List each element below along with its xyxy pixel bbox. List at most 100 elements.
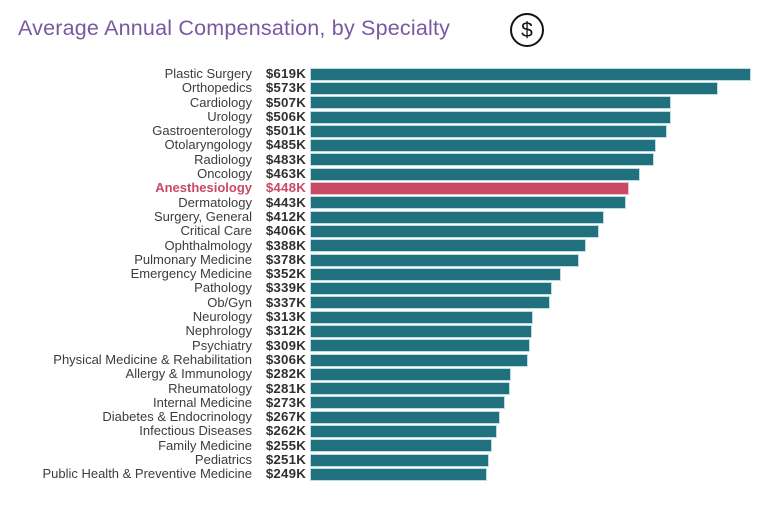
chart-row: Allergy & Immunology $282K: [2, 366, 758, 382]
category-label: Gastroenterology: [152, 123, 252, 139]
bar: [310, 410, 501, 424]
value-label: $281K: [265, 380, 306, 396]
category-label: Pathology: [194, 280, 252, 296]
category-label: Rheumatology: [168, 380, 252, 396]
value-label: $485K: [265, 137, 306, 153]
category-label: Cardiology: [189, 94, 252, 110]
chart-row: Psychiatry $309K: [2, 337, 758, 353]
value-label: $406K: [265, 223, 306, 239]
value-label: $339K: [265, 280, 306, 296]
chart-row: Ob/Gyn $337K: [2, 294, 758, 310]
chart-row: Surgery, General $412K: [2, 208, 758, 224]
value-label: $352K: [265, 266, 306, 282]
bar-chart: Plastic Surgery $619K Orthopedics $573K Card…: [2, 66, 758, 482]
category-label: Internal Medicine: [153, 394, 252, 410]
bar: [310, 310, 533, 324]
chart-row: Internal Medicine $273K: [2, 394, 758, 410]
category-label: Dermatology: [178, 194, 252, 210]
category-label: Orthopedics: [181, 80, 252, 96]
chart-row: Pulmonary Medicine $378K: [2, 251, 758, 267]
value-label: $448K: [265, 180, 306, 196]
value-label: $388K: [265, 237, 306, 253]
category-label: Neurology: [192, 309, 252, 325]
bar: [310, 110, 671, 124]
bar: [310, 439, 492, 453]
category-label: Pulmonary Medicine: [134, 251, 252, 267]
chart-row: Physical Medicine & Rehabilitation $306K: [2, 351, 758, 367]
value-label: $309K: [265, 337, 306, 353]
bar: [310, 124, 667, 138]
bar: [310, 224, 600, 238]
bar: [310, 339, 531, 353]
chart-row: Dermatology $443K: [2, 194, 758, 210]
chart-row: Rheumatology $281K: [2, 380, 758, 396]
value-label: $313K: [265, 309, 306, 325]
bar: [310, 353, 528, 367]
dollar-circle-icon: $: [510, 13, 544, 47]
bar: [310, 210, 604, 224]
category-label: Radiology: [194, 151, 252, 167]
bar: [310, 239, 587, 253]
chart-row: Oncology $463K: [2, 166, 758, 182]
chart-row: Pediatrics $251K: [2, 452, 758, 468]
category-label: Pediatrics: [194, 452, 252, 468]
value-label: $249K: [265, 466, 306, 482]
chart-row: Family Medicine $255K: [2, 437, 758, 453]
chart-row: Public Health & Preventive Medicine $249K: [2, 467, 758, 481]
bar: [310, 382, 511, 396]
bar: [310, 81, 719, 95]
chart-row: Orthopedics $573K: [2, 80, 758, 96]
value-label: $312K: [265, 323, 306, 339]
category-label: Family Medicine: [158, 437, 252, 453]
bar: [310, 139, 656, 153]
bar: [310, 167, 640, 181]
category-label: Diabetes & Endocrinology: [102, 409, 252, 425]
category-label: Allergy & Immunology: [125, 366, 252, 382]
chart-row: Radiology $483K: [2, 151, 758, 167]
bar: [310, 67, 751, 81]
bar: [310, 267, 561, 281]
bar: [310, 396, 505, 410]
chart-row: Pathology $339K: [2, 281, 758, 295]
value-label: $378K: [265, 251, 306, 267]
value-label: $412K: [265, 208, 306, 224]
value-label: $573K: [265, 80, 306, 96]
value-label: $251K: [265, 452, 306, 468]
category-label: Physical Medicine & Rehabilitation: [53, 351, 252, 367]
category-label: Urology: [207, 108, 252, 124]
value-label: $273K: [265, 394, 306, 410]
bar: [310, 467, 488, 481]
category-label: Psychiatry: [192, 337, 252, 353]
bar: [310, 367, 511, 381]
category-label: Public Health & Preventive Medicine: [42, 466, 252, 482]
category-label: Emergency Medicine: [130, 266, 252, 282]
chart-row: Cardiology $507K: [2, 94, 758, 110]
chart-row: Gastroenterology $501K: [2, 123, 758, 139]
category-label: Ob/Gyn: [207, 294, 252, 310]
value-label: $337K: [265, 294, 306, 310]
bar: [310, 153, 655, 167]
category-label: Infectious Diseases: [139, 423, 252, 439]
bar: [310, 96, 672, 110]
category-label: Critical Care: [180, 223, 252, 239]
chart-row: Emergency Medicine $352K: [2, 266, 758, 282]
category-label: Ophthalmology: [164, 237, 252, 253]
value-label: $255K: [265, 437, 306, 453]
category-label: Oncology: [197, 166, 252, 182]
value-label: $443K: [265, 194, 306, 210]
title-row: Average Annual Compensation, by Specialt…: [18, 16, 450, 41]
chart-row: Otolaryngology $485K: [2, 138, 758, 152]
bar: [310, 182, 630, 196]
value-label: $507K: [265, 94, 306, 110]
bar: [310, 296, 551, 310]
category-label: Nephrology: [185, 323, 253, 339]
chart-row: Plastic Surgery $619K: [2, 66, 758, 81]
category-label: Surgery, General: [153, 208, 252, 224]
value-label: $463K: [265, 166, 306, 182]
value-label: $619K: [265, 66, 306, 81]
value-label: $262K: [265, 423, 306, 439]
bar: [310, 453, 489, 467]
bar: [310, 425, 497, 439]
chart-row: Diabetes & Endocrinology $267K: [2, 409, 758, 425]
